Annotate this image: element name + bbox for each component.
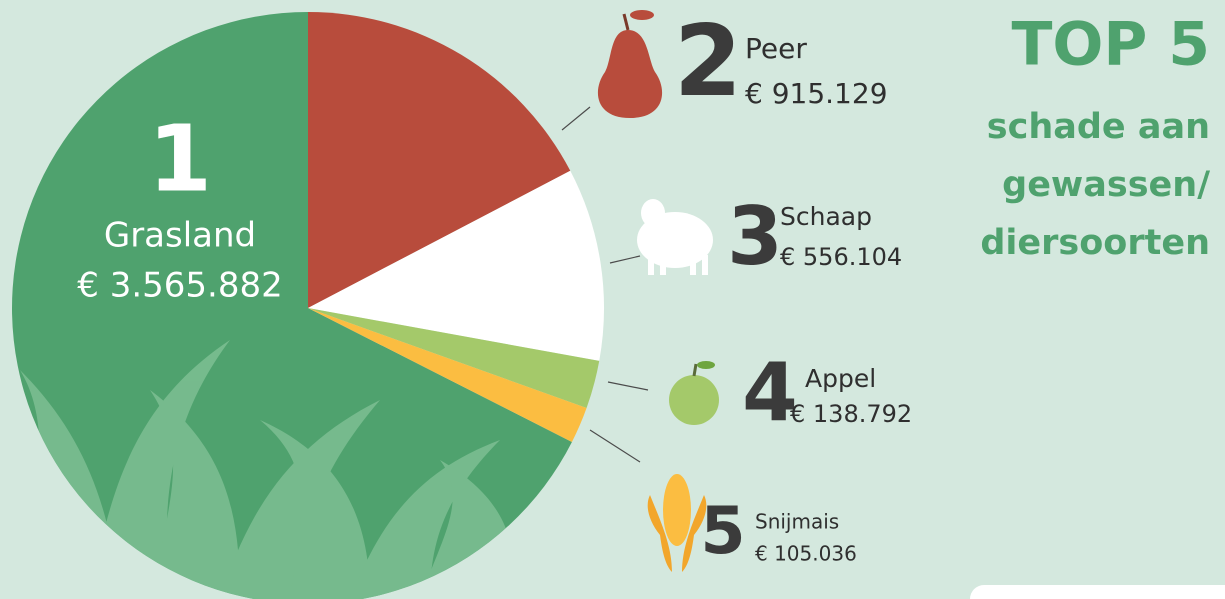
value-label: € 3.565.882 [77,266,282,306]
rank-label: 3 [727,190,783,283]
value-label: € 556.104 [780,243,902,271]
category-label: Schaap [780,202,872,231]
title: TOP 5 [1011,10,1210,80]
panel-corner [970,585,1225,599]
subtitle-line: diersoorten [980,223,1210,263]
rank-label: 5 [700,494,745,569]
subtitle-line: gewassen/ [1002,165,1210,205]
rank-label: 1 [148,105,212,212]
category-label: Grasland [104,216,256,256]
rank-label: 2 [674,5,742,119]
value-label: € 915.129 [745,77,888,110]
category-label: Appel [805,364,876,393]
category-label: Peer [745,32,807,65]
chart: 1Grasland € 3.565.882 2Peer € 915.129 3Schaa… [0,0,1225,599]
category-label: Snijmais [755,510,839,534]
value-label: € 138.792 [790,400,912,428]
value-label: € 105.036 [755,542,857,566]
subtitle-line: schade aan [987,107,1210,147]
